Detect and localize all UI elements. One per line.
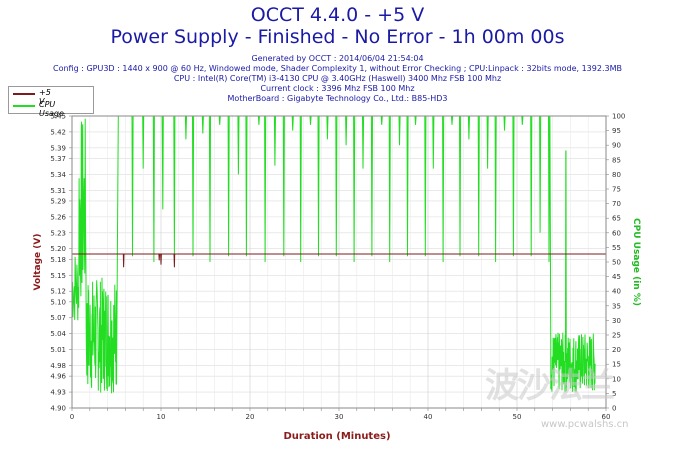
- voltage-series: [72, 253, 606, 268]
- legend-label-cpu: CPU Usage: [39, 100, 64, 118]
- legend-swatch-voltage: [13, 93, 35, 95]
- y-tick-label: 5.10: [50, 298, 66, 306]
- legend-label-voltage: +5 V: [39, 88, 51, 106]
- y-tick-label: 4.93: [50, 389, 66, 397]
- y2-tick-label: 90: [612, 142, 621, 150]
- y2-tick-label: 40: [612, 288, 621, 296]
- y-tick-label: 5.15: [50, 272, 66, 280]
- y-tick-label: 5.34: [50, 171, 66, 179]
- x-tick-label: 30: [335, 413, 344, 421]
- y2-tick-label: 55: [612, 244, 621, 252]
- info-motherboard: MotherBoard : Gigabyte Technology Co., L…: [227, 94, 448, 103]
- y-tick-label: 5.45: [50, 113, 66, 121]
- y2-tick-label: 0: [612, 405, 616, 413]
- y-tick-label: 5.01: [50, 346, 66, 354]
- chart-subtitle: Power Supply - Finished - No Error - 1h …: [110, 26, 565, 48]
- y2-axis-label: CPU Usage (in %): [631, 218, 641, 306]
- y2-tick-label: 15: [612, 361, 621, 369]
- x-tick-label: 60: [602, 413, 611, 421]
- y-axis-label: Voltage (V): [33, 234, 43, 291]
- x-axis-ticks: 0 10 20 30 40 50 60: [70, 408, 611, 421]
- y2-tick-label: 10: [612, 375, 621, 383]
- y-tick-label: 5.37: [50, 155, 66, 163]
- voltage-line: [72, 253, 606, 268]
- y2-tick-label: 35: [612, 302, 621, 310]
- y2-axis-ticks: 0 5 10 15 20 25 30 35 40 45 50 55 60 65 70 75 80 85 90 95 10…: [606, 113, 625, 413]
- y-tick-label: 4.96: [50, 373, 66, 381]
- info-cpu: CPU : Intel(R) Core(TM) i3-4130 CPU @ 3.…: [173, 74, 502, 83]
- y-tick-label: 5.04: [50, 330, 66, 338]
- y2-tick-label: 95: [612, 127, 621, 135]
- y2-tick-label: 60: [612, 229, 621, 237]
- x-tick-label: 0: [70, 413, 74, 421]
- x-tick-label: 20: [246, 413, 255, 421]
- y2-tick-label: 70: [612, 200, 621, 208]
- y2-tick-label: 50: [612, 259, 621, 267]
- y-tick-label: 4.90: [50, 405, 66, 413]
- y-tick-label: 5.20: [50, 245, 66, 253]
- info-generated: Generated by OCCT : 2014/06/04 21:54:04: [251, 54, 424, 63]
- chart-title: OCCT 4.4.0 - +5 V: [250, 4, 425, 26]
- y-tick-label: 5.29: [50, 197, 66, 205]
- y2-tick-label: 80: [612, 171, 621, 179]
- y2-tick-label: 45: [612, 273, 621, 281]
- y2-tick-label: 25: [612, 332, 621, 340]
- cpu-usage-line: [71, 115, 596, 394]
- watermark-logo: 波沙法兰: [485, 366, 615, 406]
- y2-tick-label: 20: [612, 346, 621, 354]
- y-axis-ticks: 4.90 4.93 4.96 4.98 5.01 5.04 5.07 5.10 5.12 5.15…: [50, 113, 72, 413]
- chart-legend: +5 V CPU Usage: [8, 86, 94, 118]
- x-tick-label: 50: [513, 413, 522, 421]
- y-tick-label: 5.42: [50, 128, 66, 136]
- y2-tick-label: 75: [612, 186, 621, 194]
- cpu-usage-series: [71, 115, 596, 394]
- x-tick-label: 10: [157, 413, 166, 421]
- info-clock: Current clock : 3396 Mhz FSB 100 Mhz: [260, 84, 415, 93]
- legend-swatch-cpu: [13, 105, 35, 107]
- y-tick-label: 5.31: [50, 187, 66, 195]
- y2-tick-label: 85: [612, 156, 621, 164]
- y-tick-label: 5.26: [50, 213, 66, 221]
- info-config: Config : GPU3D : 1440 x 900 @ 60 Hz, Win…: [53, 64, 622, 73]
- y-tick-label: 5.39: [50, 144, 66, 152]
- y-tick-label: 5.18: [50, 256, 66, 264]
- y-tick-label: 5.12: [50, 288, 66, 296]
- x-axis-label: Duration (Minutes): [283, 431, 390, 442]
- y-tick-label: 5.23: [50, 229, 66, 237]
- y-tick-label: 4.98: [50, 362, 66, 370]
- y-tick-label: 5.07: [50, 314, 66, 322]
- y2-tick-label: 100: [612, 113, 625, 121]
- watermark-url: www.pcwalshs.cn: [541, 419, 629, 430]
- x-tick-label: 40: [424, 413, 433, 421]
- y2-tick-label: 5: [612, 390, 616, 398]
- y2-tick-label: 30: [612, 317, 621, 325]
- y2-tick-label: 65: [612, 215, 621, 223]
